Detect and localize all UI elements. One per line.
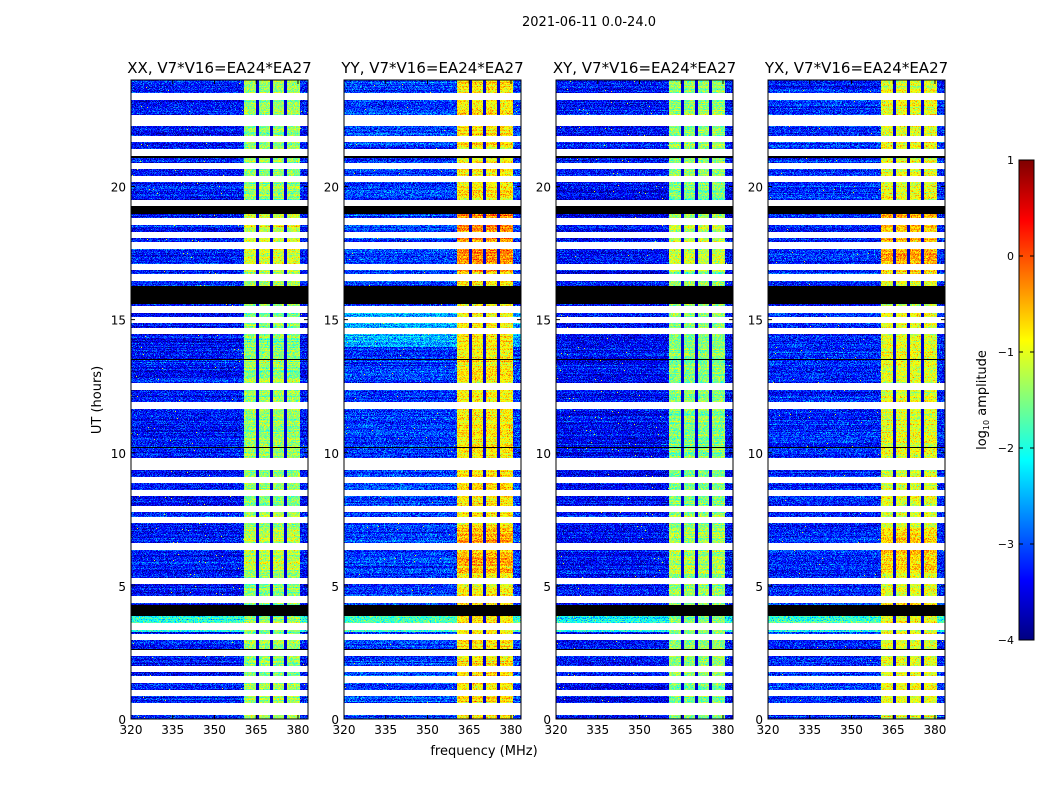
y-tick-label: 15 bbox=[111, 314, 126, 328]
y-tick-label: 20 bbox=[111, 181, 126, 195]
colorbar-frame bbox=[1018, 159, 1035, 641]
colorbar-tick-label: −3 bbox=[998, 538, 1014, 551]
y-tick-label: 10 bbox=[324, 447, 339, 461]
y-tick-label: 20 bbox=[324, 181, 339, 195]
y-tick-label: 15 bbox=[748, 314, 763, 328]
x-tick-label: 380 bbox=[712, 723, 735, 737]
y-tick-label: 5 bbox=[331, 580, 339, 594]
colorbar-tick-label: −2 bbox=[998, 442, 1014, 455]
y-axis-label: UT (hours) bbox=[90, 366, 105, 434]
panel-frame bbox=[555, 79, 734, 720]
x-tick-label: 380 bbox=[287, 723, 310, 737]
x-tick-label: 365 bbox=[245, 723, 268, 737]
panel-title: XX, V7*V16=EA24*EA27 bbox=[127, 59, 311, 77]
panel-frame bbox=[130, 79, 309, 720]
x-axis-label: frequency (MHz) bbox=[430, 744, 537, 759]
x-tick-label: 320 bbox=[333, 723, 356, 737]
y-tick-label: 15 bbox=[536, 314, 551, 328]
heatmap-panel-3 bbox=[556, 80, 733, 719]
panel-title: YX, V7*V16=EA24*EA27 bbox=[764, 59, 948, 77]
heatmap-panel-1 bbox=[131, 80, 308, 719]
y-tick-label: 20 bbox=[748, 181, 763, 195]
colorbar-tick-label: 1 bbox=[1007, 154, 1014, 167]
panel-title: XY, V7*V16=EA24*EA27 bbox=[553, 59, 736, 77]
x-tick-label: 320 bbox=[120, 723, 143, 737]
y-tick-label: 0 bbox=[331, 713, 339, 727]
panel-frame bbox=[343, 79, 522, 720]
x-tick-label: 350 bbox=[628, 723, 651, 737]
heatmap-panel-4 bbox=[768, 80, 945, 719]
x-tick-label: 350 bbox=[840, 723, 863, 737]
y-tick-label: 5 bbox=[118, 580, 126, 594]
x-tick-label: 365 bbox=[458, 723, 481, 737]
y-tick-label: 5 bbox=[755, 580, 763, 594]
y-tick-label: 20 bbox=[536, 181, 551, 195]
x-tick-label: 365 bbox=[882, 723, 905, 737]
y-tick-label: 10 bbox=[111, 447, 126, 461]
colorbar-tick-label: −1 bbox=[998, 346, 1014, 359]
y-tick-label: 0 bbox=[755, 713, 763, 727]
colorbar-tick-label: 0 bbox=[1007, 250, 1014, 263]
x-tick-label: 380 bbox=[500, 723, 523, 737]
y-tick-label: 10 bbox=[536, 447, 551, 461]
panel-title: YY, V7*V16=EA24*EA27 bbox=[340, 59, 523, 77]
x-tick-label: 365 bbox=[670, 723, 693, 737]
x-tick-label: 335 bbox=[798, 723, 821, 737]
panel-frame bbox=[767, 79, 946, 720]
x-tick-label: 335 bbox=[586, 723, 609, 737]
y-tick-label: 5 bbox=[543, 580, 551, 594]
x-tick-label: 335 bbox=[161, 723, 184, 737]
x-tick-label: 320 bbox=[545, 723, 568, 737]
x-tick-label: 380 bbox=[924, 723, 947, 737]
x-tick-label: 320 bbox=[757, 723, 780, 737]
y-tick-label: 0 bbox=[543, 713, 551, 727]
x-tick-label: 350 bbox=[416, 723, 439, 737]
colorbar-label: log10 amplitude bbox=[975, 350, 991, 450]
y-tick-label: 0 bbox=[118, 713, 126, 727]
colorbar bbox=[1019, 160, 1034, 640]
heatmap-panel-2 bbox=[344, 80, 521, 719]
x-tick-label: 350 bbox=[203, 723, 226, 737]
figure-title: 2021-06-11 0.0-24.0 bbox=[522, 15, 656, 30]
y-tick-label: 15 bbox=[324, 314, 339, 328]
y-tick-label: 10 bbox=[748, 447, 763, 461]
x-tick-label: 335 bbox=[374, 723, 397, 737]
colorbar-tick-label: −4 bbox=[998, 634, 1014, 647]
